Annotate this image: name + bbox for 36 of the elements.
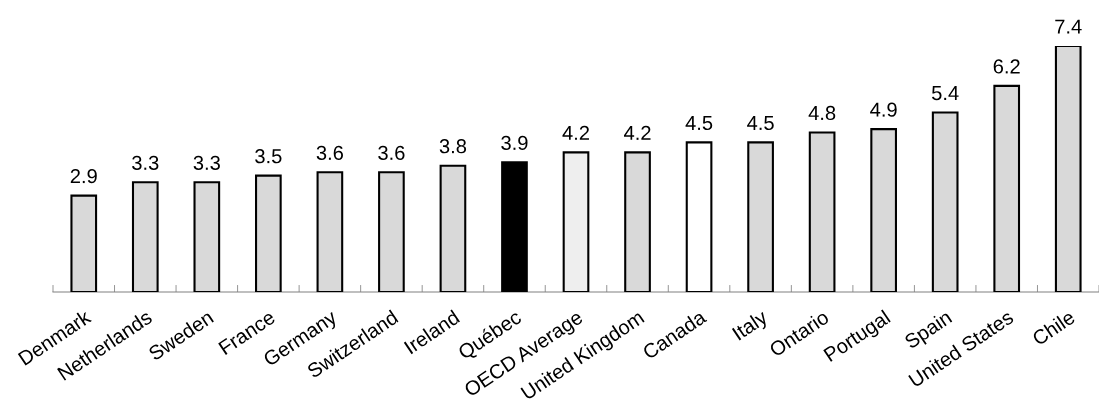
bar xyxy=(255,174,282,292)
bar xyxy=(1054,46,1082,292)
bar xyxy=(993,84,1021,292)
data-label: 4.2 xyxy=(562,125,589,140)
bar xyxy=(870,128,897,292)
bar xyxy=(316,171,344,292)
data-label: 4.8 xyxy=(808,105,836,121)
bar xyxy=(808,131,836,292)
bar xyxy=(747,141,774,292)
data-label: 2.9 xyxy=(70,169,97,184)
data-label: 3.6 xyxy=(378,145,405,161)
bar xyxy=(685,141,713,292)
data-label: 3.8 xyxy=(439,139,467,154)
data-label: 3.6 xyxy=(316,145,343,161)
x-tick-label: Chile xyxy=(1031,309,1076,347)
data-label: 3.5 xyxy=(255,149,282,164)
data-label: 4.9 xyxy=(870,102,897,117)
bar xyxy=(624,151,651,292)
x-tick-label: Italy xyxy=(731,308,772,344)
data-label: 4.5 xyxy=(685,116,713,131)
data-label: 3.3 xyxy=(132,155,159,170)
data-label: 5.4 xyxy=(931,86,959,101)
bar xyxy=(193,181,221,292)
bar xyxy=(562,151,590,292)
data-label: 6.2 xyxy=(993,59,1020,74)
bar xyxy=(131,181,159,292)
data-label: 7.4 xyxy=(1055,19,1082,34)
data-label: 3.9 xyxy=(501,135,528,151)
bar xyxy=(439,164,467,292)
data-label: 4.5 xyxy=(747,116,774,131)
data-label: 3.3 xyxy=(193,155,220,170)
bar xyxy=(378,171,405,292)
bar xyxy=(501,161,528,292)
bar xyxy=(931,111,959,292)
bar xyxy=(70,194,98,292)
data-label: 4.2 xyxy=(624,125,651,140)
